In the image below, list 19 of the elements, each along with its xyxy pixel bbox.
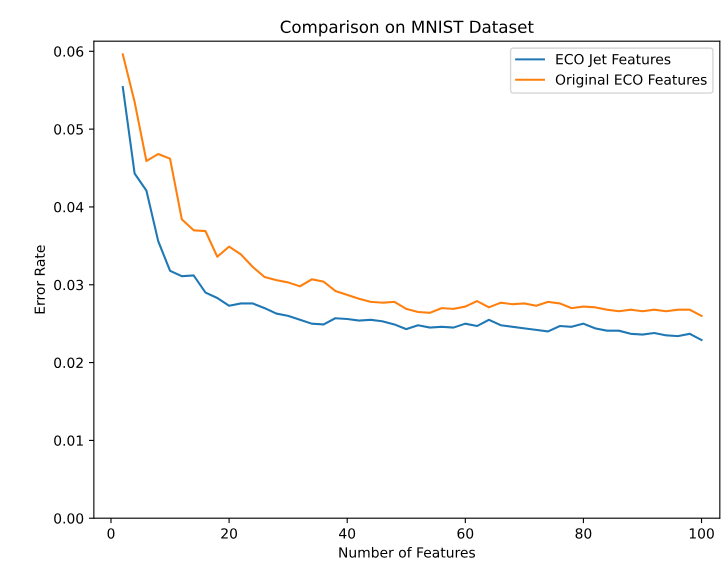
y-tick-label: 0.01 (54, 435, 83, 446)
x-tick-label: 80 (576, 528, 592, 539)
y-tick-label: 0.00 (54, 513, 84, 524)
legend-label: ECO Jet Features (556, 54, 670, 68)
chart-title: Comparison on MNIST Dataset (280, 20, 534, 36)
y-axis-title: Error Rate (34, 245, 45, 314)
y-tick-label: 0.03 (54, 280, 84, 290)
x-axis-title: Number of Features (339, 546, 476, 558)
x-tick-label: 20 (221, 528, 238, 539)
x-tick-label: 60 (457, 528, 474, 539)
x-tick-label: 0 (107, 528, 114, 539)
x-tick-label: 100 (690, 528, 714, 539)
legend-label: Original ECO Features (556, 74, 707, 88)
y-tick-label: 0.05 (54, 124, 83, 135)
y-tick-label: 0.02 (54, 358, 83, 368)
y-tick-label: 0.06 (54, 46, 84, 57)
y-tick-label: 0.04 (54, 202, 84, 212)
x-tick-label: 40 (339, 528, 356, 539)
line-series (122, 86, 703, 342)
